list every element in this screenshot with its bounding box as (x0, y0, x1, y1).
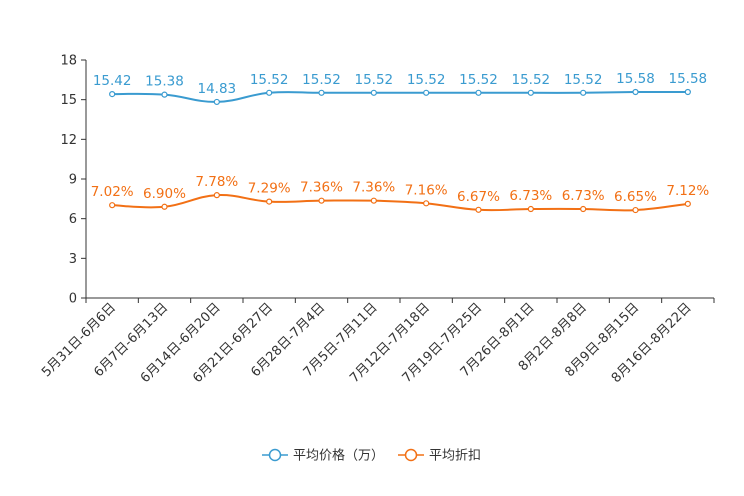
data-point (370, 89, 377, 96)
data-point (266, 89, 273, 96)
data-point (580, 205, 587, 213)
y-tick-label: 9 (69, 173, 77, 188)
data-point (475, 206, 482, 213)
data-point (318, 197, 325, 204)
data-point (527, 205, 534, 213)
data-label: 15.52 (355, 72, 394, 88)
data-point (161, 91, 168, 98)
data-point (527, 89, 534, 96)
series-line (112, 90, 688, 103)
legend-item-avg-discount: 平均折扣 (398, 449, 481, 464)
data-label: 6.65% (614, 189, 657, 205)
data-label: 6.90% (143, 186, 186, 202)
series-layer: 15.42 15.38 14.83 15.52 15.52 15.52 15.52 15.52… (91, 71, 709, 214)
data-point (423, 200, 430, 207)
data-label: 15.52 (564, 72, 603, 88)
data-point (213, 98, 220, 106)
data-point (475, 89, 482, 96)
series-avg-discount: 7.02% 6.90% 7.78% 7.29% 7.36% 7.36% 7.16% 6.67%… (91, 174, 709, 214)
data-label: 7.02% (91, 184, 134, 200)
data-label: 15.52 (250, 72, 289, 88)
data-label: 7.36% (300, 180, 343, 196)
data-point (109, 91, 116, 98)
data-label: 15.52 (512, 72, 551, 88)
data-label: 6.67% (457, 189, 500, 205)
data-point (632, 206, 639, 214)
data-point (161, 203, 168, 210)
data-point (213, 192, 220, 199)
data-point (266, 198, 273, 205)
series-line (112, 194, 688, 212)
data-label: 7.36% (352, 180, 395, 196)
y-tick-label: 6 (69, 212, 77, 227)
axes: 03691215185月31日-6月6日6月7日-6月13日6月14日-6月20… (39, 54, 715, 386)
data-label: 7.29% (248, 181, 291, 197)
legend-marker-icon (404, 448, 418, 462)
data-label: 15.58 (669, 71, 708, 87)
data-label: 6.73% (562, 188, 605, 204)
legend-label: 平均折扣 (429, 449, 481, 464)
data-label: 15.58 (616, 71, 655, 87)
data-label: 15.42 (93, 73, 132, 89)
y-tick-label: 0 (69, 292, 77, 307)
data-label: 15.52 (302, 72, 341, 88)
data-label: 7.12% (666, 183, 709, 199)
data-label: 7.16% (405, 182, 448, 198)
data-point (423, 89, 430, 96)
y-tick-label: 12 (60, 133, 77, 148)
y-tick-label: 3 (69, 252, 77, 267)
y-tick-label: 18 (60, 54, 77, 69)
data-label: 6.73% (509, 188, 552, 204)
legend: 平均价格（万） 平均折扣 (262, 448, 481, 464)
legend-marker-icon (268, 448, 282, 462)
data-label: 14.83 (198, 81, 237, 97)
data-label: 15.38 (145, 74, 184, 90)
legend-item-avg-price: 平均价格（万） (262, 448, 384, 464)
data-point (109, 202, 116, 209)
data-point (632, 88, 639, 96)
data-point (580, 89, 587, 96)
data-label: 7.78% (195, 174, 238, 190)
data-point (370, 197, 377, 204)
data-point (684, 88, 691, 96)
data-label: 15.52 (407, 72, 446, 88)
series-avg-price: 15.42 15.38 14.83 15.52 15.52 15.52 15.52 15.52… (93, 71, 708, 106)
y-tick-label: 15 (60, 93, 77, 108)
legend-label: 平均价格（万） (293, 448, 384, 464)
data-point (684, 200, 691, 207)
data-label: 15.52 (459, 72, 498, 88)
data-point (318, 89, 325, 96)
